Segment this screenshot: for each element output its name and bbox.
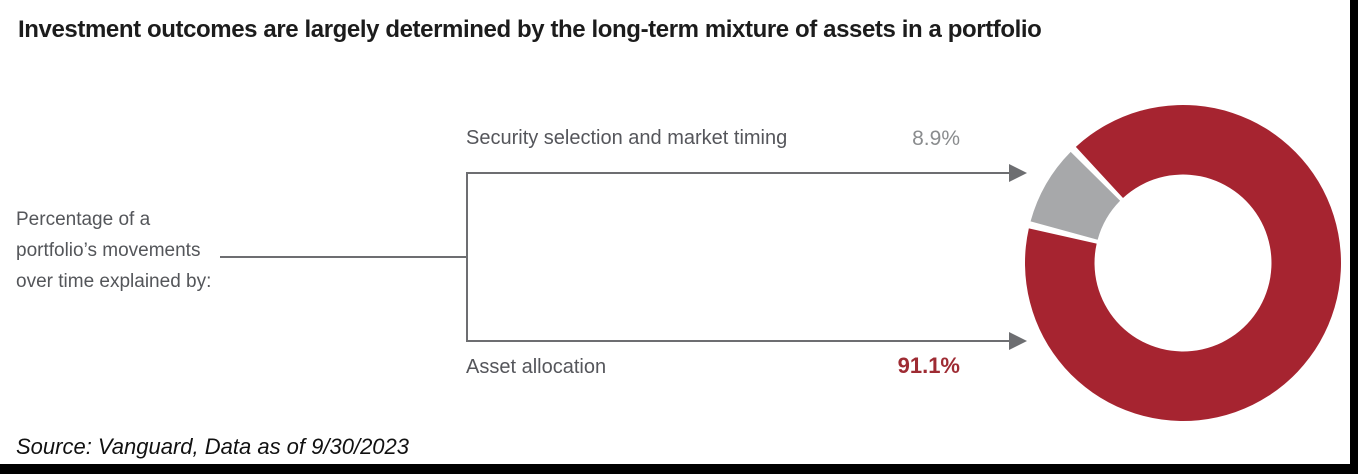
slide-edge-bar-bottom (0, 464, 1358, 474)
donut-slice-asset-allocation (1024, 104, 1341, 421)
annotation-line-3: over time explained by: (16, 271, 212, 292)
connector-line-left (220, 256, 467, 258)
connector-arrow-asset-line (466, 340, 1010, 342)
donut-chart (1024, 104, 1341, 421)
connector-arrow-security-line (466, 172, 1010, 174)
source-note: Source: Vanguard, Data as of 9/30/2023 (16, 434, 410, 459)
label-security-selection: Security selection and market timing (466, 127, 788, 149)
label-asset-allocation: Asset allocation (466, 356, 607, 378)
value-asset-allocation: 91.1% (897, 353, 960, 378)
arrowhead-right-icon (1009, 164, 1027, 182)
donut-slice-security-selection (1030, 151, 1121, 240)
arrowhead-right-icon (1009, 332, 1027, 350)
annotation-line-2: portfolio’s movements (16, 240, 201, 261)
page-title: Investment outcomes are largely determin… (18, 16, 1042, 43)
chart-annotation: Percentage of a portfolio’s movements ov… (16, 204, 211, 297)
annotation-line-1: Percentage of a (16, 209, 151, 230)
slide-edge-bar-right (1350, 0, 1358, 472)
value-security-selection: 8.9% (912, 127, 960, 150)
connector-line-vertical (466, 172, 468, 342)
